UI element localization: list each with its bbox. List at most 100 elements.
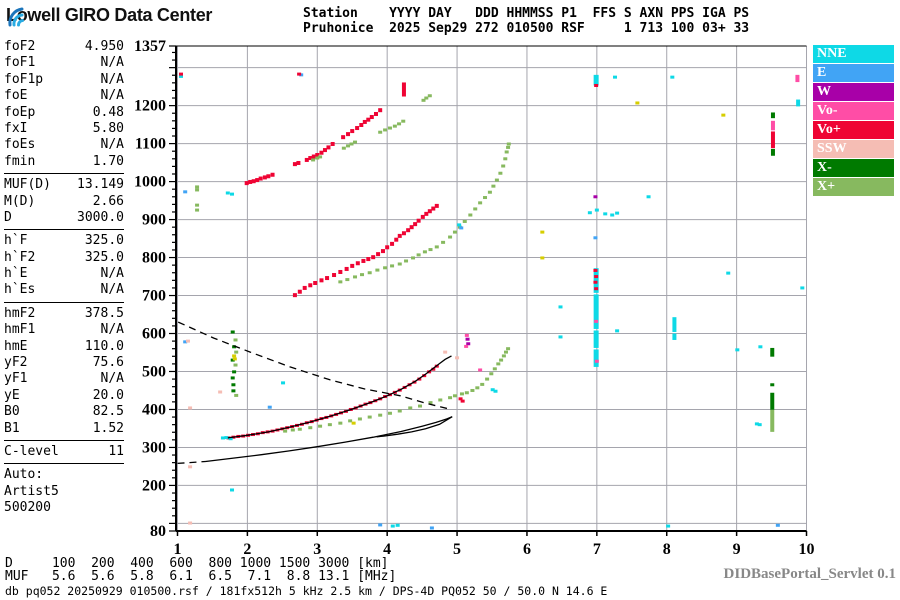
f-trace-3hop-o-vo+ [362,119,367,124]
scatter-nne [230,488,235,492]
parameter-value: 82.5 [92,404,124,420]
scatter-vo- [594,319,599,323]
scatter-vo- [464,344,469,348]
f-trace-2hop-x+ [506,145,511,149]
scatter-vo- [478,368,483,372]
f-trace-2hop-o-vo+ [376,252,381,257]
f-trace-1hop-x+ [452,394,457,398]
scatter-x- [230,376,235,380]
scatter-ssw [455,356,460,360]
f-trace-3hop-o-vo+ [319,150,324,155]
spread-f-7mhz [593,349,599,367]
x-tick-label: 1 [174,541,182,558]
scatter-nne [615,211,620,215]
streak-9.5mhz [770,347,775,357]
f-trace-2hop-x+ [494,178,499,182]
scatter-ssw [188,406,193,410]
f-trace-2hop-x+ [503,157,508,161]
parameter-label: hmE [4,338,28,354]
f-trace-2hop-o-vo+ [297,289,302,294]
legend-item-ssw: SSW [813,140,894,158]
scatter-ssw [188,521,193,525]
scatter-nne [587,211,592,215]
parameter-row-fxi: fxI 5.80 [4,121,124,137]
scatter-w [466,342,471,346]
parameter-label: foE [4,88,28,104]
f-trace-3hop-o-vo+ [326,145,331,150]
parameter-label: yF2 [4,355,28,371]
parameter-row-hes: h`Es N/A [4,282,124,298]
f-trace-2hop-x+ [338,280,343,284]
f-trace-3hop-x+ [401,119,406,123]
f-trace-2hop-o-vo+ [338,269,343,274]
scatter-vo- [464,333,469,337]
scatter-x+ [234,393,239,397]
y-tick-label: 700 [142,288,166,305]
parameter-value: N/A [100,71,124,87]
f-trace-1hop-x+ [459,392,464,396]
f-trace-2hop-o-vo+ [313,280,318,285]
scatter-vo+ [458,397,463,401]
scatter-nne [558,305,563,309]
f-trace-2hop-o-vo+ [332,273,337,278]
parameter-row-clevel: C-level 11 [4,444,124,460]
f-trace-2hop-o-vo+ [361,258,366,263]
f-trace-3hop-x+ [427,94,432,98]
distance-row: D 100 200 400 600 800 1000 1500 3000 [km… [5,556,389,571]
f-trace-1hop-x+ [357,417,362,421]
scatter-vo+ [297,72,302,76]
f-trace-2hop-x+ [478,201,483,205]
scatter-ssw [188,465,193,469]
parameter-value: 110.0 [84,338,124,354]
servlet-version: DIDBasePortal_Servlet 0.1 [723,566,896,582]
panel-divider [4,301,124,303]
scatter-nne [230,192,235,196]
scatter-nne [178,74,183,78]
parameter-label: foF1p [4,71,44,87]
f-trace-3hop-x+ [383,128,388,132]
profile-hook [376,416,453,438]
scatter-nne [457,223,462,227]
parameter-label: M(D) [4,193,36,209]
parameter-label: foF2 [4,39,36,54]
scatter-nne [670,75,675,79]
parameter-row-foes: foEs N/A [4,137,124,153]
spread-f-7mhz [593,330,599,348]
panel-divider [4,229,124,231]
parameter-row-fmin: fmin 1.70 [4,154,124,170]
legend-item-w: W [813,83,894,101]
scatter-nne [390,524,395,528]
f-trace-3hop-o-vo+ [255,178,260,183]
scatter-ssw [185,339,190,343]
parameter-label: fmin [4,153,36,169]
parameter-row-ye: yE 20.0 [4,388,124,404]
y-tick-label: 80 [150,523,166,540]
y-tick-label: 300 [142,439,166,456]
streak-9.5mhz-top [770,148,775,156]
f-trace-2hop-o-vo+ [350,263,355,268]
x-tick-label: 9 [733,541,741,558]
scatter-e [378,523,383,527]
station-header: Station YYYY DAY DDD HHMMSS P1 FFS S AXN… [303,6,749,36]
f-trace-2hop-x+ [452,230,457,234]
x-tick-label: 6 [523,541,531,558]
direction-legend: NNE E W Vo- Vo+ SSW X- X+ [813,45,894,197]
parameter-row-hmf1: hmF1 N/A [4,322,124,338]
f-trace-3hop-o-vo+ [315,153,320,158]
f-trace-1hop-x+ [448,396,453,400]
status-line: db pq052 20250929 010500.rsf / 181fx512h… [5,584,608,598]
scatter-x- [230,358,235,362]
x-tick-label: 8 [663,541,671,558]
parameter-value: 0.48 [92,104,124,120]
parameter-value: 11 [108,443,124,459]
parameter-label: foEs [4,137,36,153]
scatter-nne [615,329,620,333]
scatter-e [459,226,464,230]
f-trace-2hop-x+ [483,196,488,200]
x-tick-label: 3 [313,541,321,558]
scatter-unclassified-yellow [721,113,726,117]
f-trace-2hop-o-vo+ [371,255,376,260]
f-trace-1hop-x+ [489,372,494,376]
f-trace-1hop-x+ [408,406,413,410]
